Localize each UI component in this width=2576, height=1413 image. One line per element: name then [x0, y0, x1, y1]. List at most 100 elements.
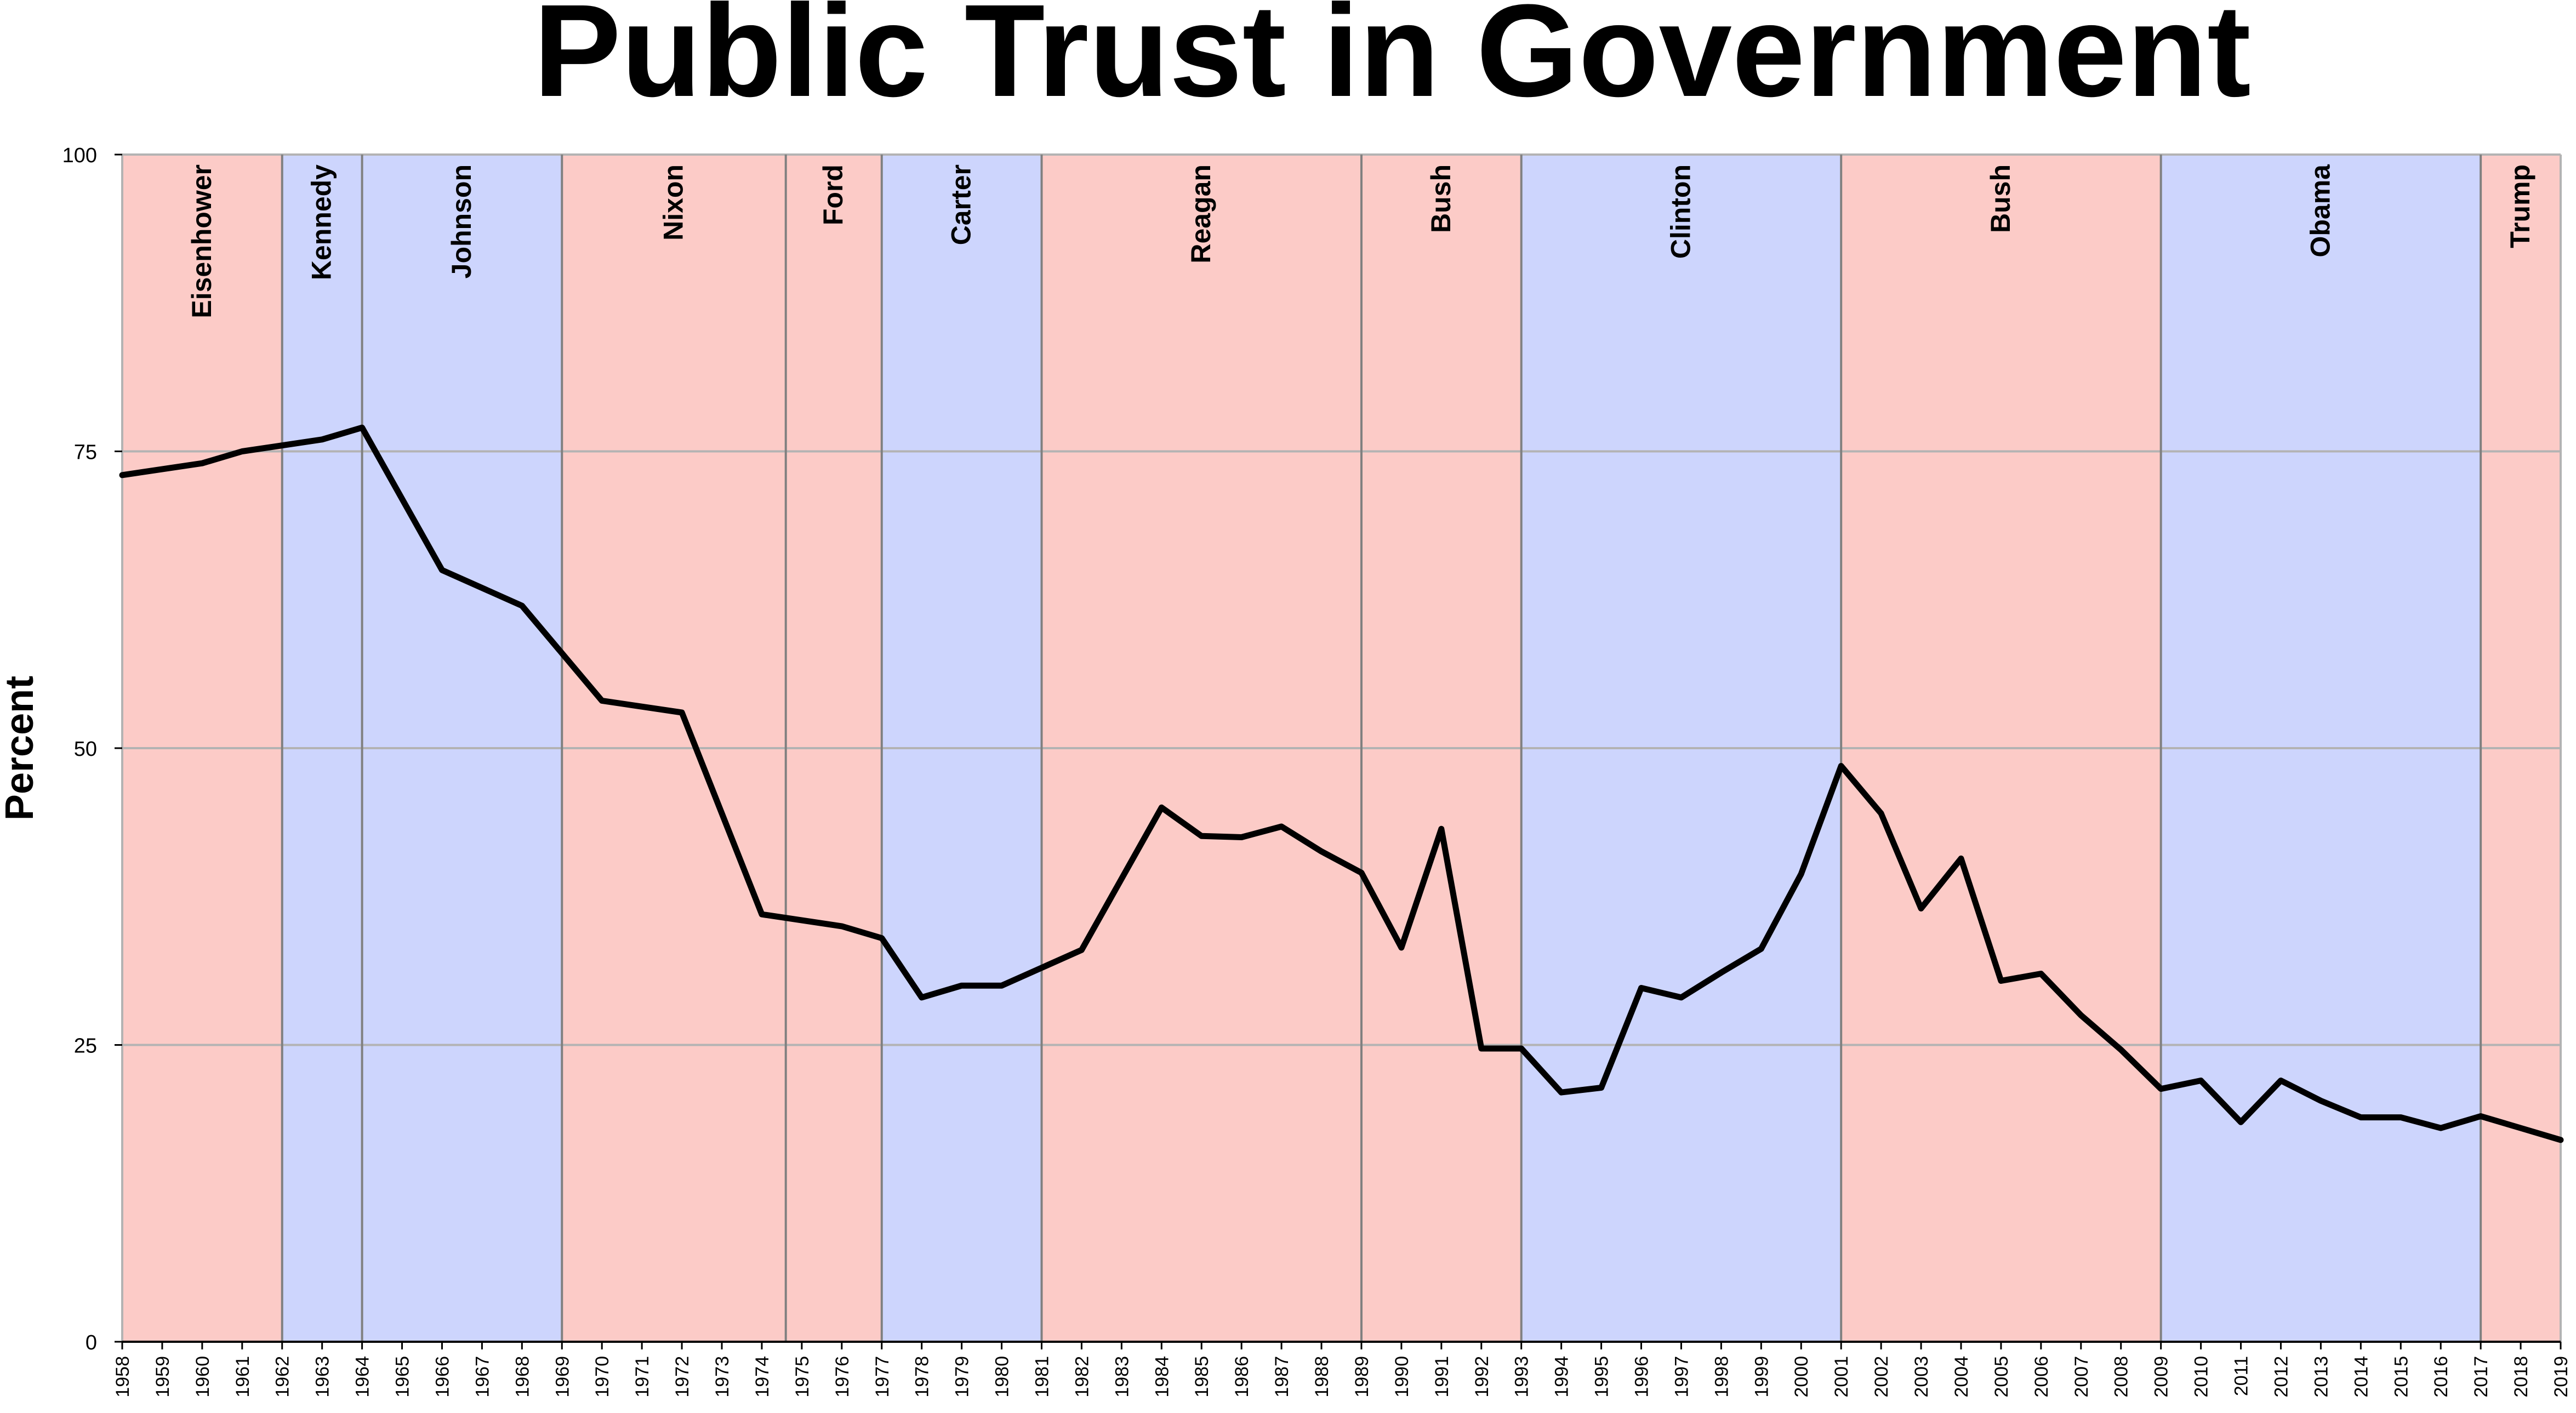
x-tick-label: 1993: [1512, 1356, 1532, 1398]
x-tick-label: 1999: [1751, 1356, 1772, 1398]
presidency-labels: Eisenhower Kennedy Johnson Nixon Ford Carter R…: [186, 164, 2535, 318]
x-tick-label: 1971: [632, 1356, 653, 1398]
x-tick-label: 1961: [232, 1356, 253, 1398]
data-point: [1999, 979, 2002, 982]
x-tick-label: 1994: [1552, 1356, 1572, 1398]
data-point: [1680, 996, 1683, 999]
data-point: [1240, 836, 1243, 839]
x-tick-label: 2017: [2471, 1356, 2492, 1398]
x-tick-label: 1964: [352, 1356, 373, 1398]
x-tick-label: 1996: [1632, 1356, 1652, 1398]
x-tick-label: 1958: [112, 1356, 133, 1398]
x-tick-label: 1967: [472, 1356, 493, 1398]
presidency-label: Trump: [2505, 164, 2535, 248]
x-tick-label: 2002: [1871, 1356, 1892, 1398]
x-tick-label: 1991: [1432, 1356, 1452, 1398]
x-tick-label: 1976: [832, 1356, 853, 1398]
x-tick-label: 1966: [432, 1356, 453, 1398]
x-tick-label: 2008: [2111, 1356, 2132, 1398]
x-tick-label: 1984: [1152, 1356, 1172, 1398]
x-tick-label: 1975: [792, 1356, 813, 1398]
presidency-label: Eisenhower: [186, 164, 217, 318]
data-point: [760, 913, 763, 916]
presidency-label: Nixon: [658, 164, 688, 241]
data-point: [1280, 825, 1283, 828]
x-tick-label: 1972: [672, 1356, 693, 1398]
presidency-label: Obama: [2305, 164, 2335, 258]
data-point: [1840, 765, 1843, 767]
data-point: [2199, 1079, 2202, 1082]
x-tick-label: 1960: [192, 1356, 213, 1398]
data-point: [2520, 1127, 2522, 1130]
x-tick-label: 1995: [1592, 1356, 1612, 1398]
y-tick-label: 50: [74, 738, 97, 761]
data-point: [2440, 1127, 2442, 1130]
x-tick-label: 1983: [1112, 1356, 1132, 1398]
x-tick-label: 1965: [392, 1356, 413, 1398]
data-point: [1920, 907, 1923, 910]
presidency-label: Johnson: [446, 164, 477, 278]
data-point: [840, 925, 843, 927]
data-point: [920, 996, 923, 999]
data-point: [2159, 1087, 2162, 1090]
x-tick-label: 1974: [752, 1356, 773, 1398]
data-point: [241, 450, 243, 453]
data-point: [1760, 948, 1763, 950]
x-tick-label: 1982: [1072, 1356, 1092, 1398]
x-tick-label: 1989: [1352, 1356, 1372, 1398]
data-point: [521, 605, 523, 607]
y-axis-ticks: 0 25 50 75 100: [62, 144, 122, 1354]
x-tick-label: 1987: [1272, 1356, 1292, 1398]
x-tick-label: 1970: [592, 1356, 613, 1398]
data-point: [1440, 828, 1443, 830]
data-point: [1160, 806, 1163, 809]
y-tick-label: 25: [74, 1035, 97, 1058]
x-tick-label: 1979: [952, 1356, 973, 1398]
x-axis-ticks: 1958 1959 1960 1961 1962 1963 1964 1965 1966 1967…: [112, 1341, 2572, 1398]
data-point: [601, 699, 603, 702]
chart-title: Public Trust in Government: [533, 0, 2251, 124]
x-tick-label: 1988: [1312, 1356, 1332, 1398]
data-point: [2319, 1099, 2322, 1102]
series-line: [119, 424, 2564, 1143]
data-point: [1880, 812, 1883, 815]
x-tick-label: 2018: [2511, 1356, 2532, 1398]
data-point: [1959, 857, 1962, 860]
x-tick-label: 2003: [1911, 1356, 1932, 1398]
x-tick-label: 2015: [2391, 1356, 2412, 1398]
x-tick-label: 1968: [512, 1356, 533, 1398]
x-tick-label: 2007: [2071, 1356, 2092, 1398]
data-point: [1320, 850, 1323, 853]
x-tick-label: 2001: [1831, 1356, 1852, 1398]
data-point: [1000, 984, 1003, 987]
x-tick-label: 2005: [1991, 1356, 2012, 1398]
presidency-label: Carter: [946, 164, 977, 245]
x-tick-label: 2006: [2031, 1356, 2052, 1398]
presidency-label: Bush: [1426, 164, 1456, 233]
data-point: [1520, 1047, 1523, 1050]
y-tick-label: 100: [62, 144, 97, 167]
x-tick-label: 1981: [1031, 1356, 1052, 1398]
data-point: [441, 569, 443, 572]
x-tick-label: 1980: [992, 1356, 1013, 1398]
data-point: [1600, 1086, 1603, 1089]
x-tick-label: 2013: [2311, 1356, 2332, 1398]
data-point: [1640, 987, 1643, 989]
x-tick-label: 1977: [872, 1356, 893, 1398]
x-tick-label: 1962: [272, 1356, 293, 1398]
data-point: [1480, 1047, 1483, 1050]
y-tick-label: 0: [86, 1331, 97, 1354]
presidency-label: Reagan: [1186, 164, 1216, 264]
x-tick-label: 2016: [2431, 1356, 2452, 1398]
data-point: [321, 438, 323, 441]
data-point: [2239, 1121, 2242, 1124]
data-point: [681, 711, 683, 714]
data-point: [2360, 1116, 2362, 1119]
x-tick-label: 1969: [552, 1356, 573, 1398]
data-point: [2119, 1049, 2122, 1051]
x-tick-label: 2010: [2191, 1356, 2212, 1398]
x-tick-label: 1985: [1192, 1356, 1212, 1398]
data-point: [1360, 871, 1363, 874]
data-point: [2560, 1138, 2562, 1141]
presidency-dividers: [121, 155, 2562, 1342]
